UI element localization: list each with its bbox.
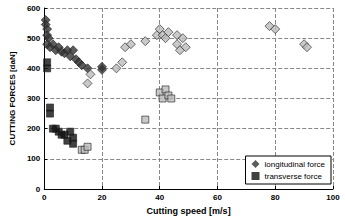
svg-text:100: 100 <box>326 193 340 202</box>
svg-text:80: 80 <box>271 193 280 202</box>
svg-text:600: 600 <box>27 4 41 13</box>
svg-text:100: 100 <box>27 154 41 163</box>
svg-text:200: 200 <box>27 124 41 133</box>
svg-text:60: 60 <box>213 193 222 202</box>
svg-text:0: 0 <box>42 193 47 202</box>
svg-text:500: 500 <box>27 34 41 43</box>
svg-text:0: 0 <box>36 185 41 194</box>
svg-text:transverse force: transverse force <box>265 172 323 181</box>
svg-text:Cutting speed [m/s]: Cutting speed [m/s] <box>147 206 231 216</box>
svg-text:20: 20 <box>98 193 107 202</box>
svg-text:CUTTING FORCES [daN]: CUTTING FORCES [daN] <box>8 51 17 145</box>
svg-text:40: 40 <box>155 193 164 202</box>
svg-text:longitudinal force: longitudinal force <box>265 160 326 169</box>
svg-text:300: 300 <box>27 94 41 103</box>
svg-text:400: 400 <box>27 64 41 73</box>
